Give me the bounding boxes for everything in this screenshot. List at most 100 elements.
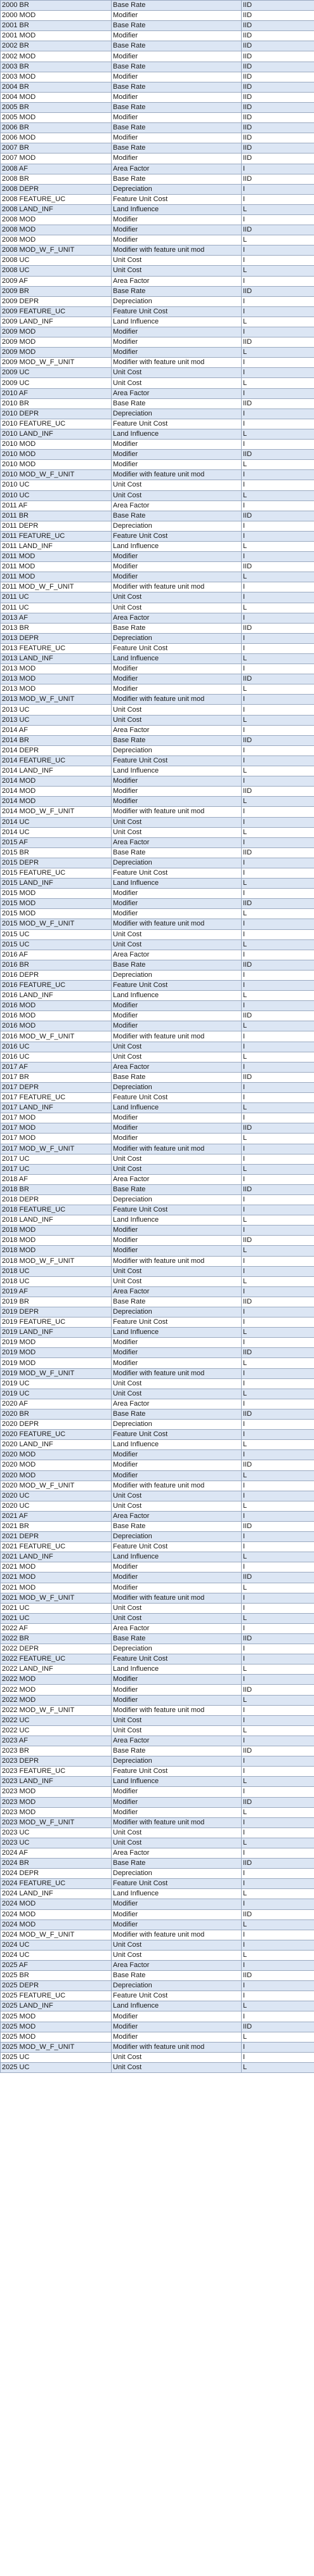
code-cell[interactable]: 2020 DEPR [0, 1419, 112, 1430]
table-row[interactable]: 2016 MOD_W_F_UNIT Modifier with feature u… [0, 1031, 314, 1042]
type-cell[interactable]: I [241, 1817, 314, 1828]
table-row[interactable]: 2004 BR Base Rate IID [0, 81, 314, 93]
table-row[interactable]: 2022 MOD Modifier L [0, 1694, 314, 1706]
description-cell[interactable]: Modifier [111, 664, 242, 675]
code-cell[interactable]: 2001 BR [0, 20, 112, 32]
type-cell[interactable]: L [241, 1245, 314, 1257]
type-cell[interactable]: I [241, 1602, 314, 1614]
type-cell[interactable]: L [241, 1102, 314, 1114]
description-cell[interactable]: Unit Cost [111, 377, 242, 389]
code-cell[interactable]: 2011 LAND_INF [0, 540, 112, 552]
type-cell[interactable]: L [241, 1807, 314, 1818]
table-row[interactable]: 2023 AF Area Factor I [0, 1735, 314, 1747]
description-cell[interactable]: Depreciation [111, 183, 242, 195]
code-cell[interactable]: 2018 BR [0, 1184, 112, 1195]
description-cell[interactable]: Depreciation [111, 745, 242, 756]
description-cell[interactable]: Land Influence [111, 1552, 242, 1563]
description-cell[interactable]: Modifier [111, 1909, 242, 1920]
type-cell[interactable]: I [241, 1265, 314, 1277]
code-cell[interactable]: 2016 MOD [0, 1000, 112, 1012]
code-cell[interactable]: 2014 MOD_W_F_UNIT [0, 806, 112, 818]
table-row[interactable]: 2010 AF Area Factor I [0, 388, 314, 399]
type-cell[interactable]: I [241, 1878, 314, 1890]
table-row[interactable]: 2011 UC Unit Cost L [0, 602, 314, 613]
type-cell[interactable]: I [241, 1061, 314, 1073]
table-row[interactable]: 2010 DEPR Depreciation I [0, 408, 314, 419]
table-row[interactable]: 2017 UC Unit Cost L [0, 1163, 314, 1175]
code-cell[interactable]: 2013 UC [0, 714, 112, 726]
description-cell[interactable]: Modifier with feature unit mod [111, 919, 242, 930]
code-cell[interactable]: 2009 MOD [0, 326, 112, 338]
table-row[interactable]: 2015 BR Base Rate IID [0, 847, 314, 858]
table-row[interactable]: 2018 MOD Modifier L [0, 1245, 314, 1257]
description-cell[interactable]: Depreciation [111, 1644, 242, 1655]
type-cell[interactable]: L [241, 796, 314, 807]
description-cell[interactable]: Modifier with feature unit mod [111, 357, 242, 369]
description-cell[interactable]: Area Factor [111, 275, 242, 287]
type-cell[interactable]: I [241, 1143, 314, 1154]
description-cell[interactable]: Land Influence [111, 1888, 242, 1900]
code-cell[interactable]: 2015 MOD_W_F_UNIT [0, 919, 112, 930]
table-row[interactable]: 2017 MOD_W_F_UNIT Modifier with feature u… [0, 1143, 314, 1154]
code-cell[interactable]: 2021 MOD [0, 1572, 112, 1583]
type-cell[interactable]: IID [241, 122, 314, 134]
code-cell[interactable]: 2011 BR [0, 510, 112, 521]
description-cell[interactable]: Modifier [111, 235, 242, 246]
description-cell[interactable]: Modifier [111, 1674, 242, 1685]
code-cell[interactable]: 2009 MOD_W_F_UNIT [0, 357, 112, 369]
table-row[interactable]: 2008 LAND_INF Land Influence L [0, 204, 314, 215]
type-cell[interactable]: L [241, 1500, 314, 1512]
table-row[interactable]: 2024 MOD Modifier L [0, 1919, 314, 1930]
description-cell[interactable]: Modifier [111, 1113, 242, 1124]
type-cell[interactable]: I [241, 1899, 314, 1910]
type-cell[interactable]: L [241, 347, 314, 358]
table-row[interactable]: 2015 MOD Modifier IID [0, 898, 314, 910]
type-cell[interactable]: IID [241, 91, 314, 103]
code-cell[interactable]: 2013 MOD [0, 684, 112, 695]
type-cell[interactable]: IID [241, 1633, 314, 1645]
code-cell[interactable]: 2021 UC [0, 1602, 112, 1614]
code-cell[interactable]: 2023 UC [0, 1827, 112, 1838]
type-cell[interactable]: I [241, 1317, 314, 1328]
type-cell[interactable]: I [241, 2011, 314, 2022]
description-cell[interactable]: Base Rate [111, 622, 242, 634]
table-row[interactable]: 2024 FEATURE_UC Feature Unit Cost I [0, 1878, 314, 1890]
description-cell[interactable]: Modifier [111, 1572, 242, 1583]
type-cell[interactable]: L [241, 1051, 314, 1062]
table-row[interactable]: 2019 UC Unit Cost I [0, 1378, 314, 1389]
table-row[interactable]: 2022 DEPR Depreciation I [0, 1644, 314, 1655]
description-cell[interactable]: Unit Cost [111, 602, 242, 613]
description-cell[interactable]: Feature Unit Cost [111, 418, 242, 429]
table-row[interactable]: 2013 MOD_W_F_UNIT Modifier with feature u… [0, 694, 314, 705]
description-cell[interactable]: Unit Cost [111, 1051, 242, 1062]
table-row[interactable]: 2022 MOD Modifier IID [0, 1684, 314, 1696]
table-row[interactable]: 2009 DEPR Depreciation I [0, 296, 314, 307]
description-cell[interactable]: Base Rate [111, 1970, 242, 1982]
code-cell[interactable]: 2022 BR [0, 1633, 112, 1645]
code-cell[interactable]: 2020 BR [0, 1408, 112, 1420]
code-cell[interactable]: 2016 LAND_INF [0, 990, 112, 1002]
type-cell[interactable]: L [241, 653, 314, 665]
code-cell[interactable]: 2024 MOD_W_F_UNIT [0, 1929, 112, 1940]
description-cell[interactable]: Depreciation [111, 1194, 242, 1206]
table-row[interactable]: 2023 MOD Modifier L [0, 1807, 314, 1818]
code-cell[interactable]: 2025 BR [0, 1970, 112, 1982]
description-cell[interactable]: Unit Cost [111, 1827, 242, 1838]
table-row[interactable]: 2025 LAND_INF Land Influence L [0, 2001, 314, 2012]
code-cell[interactable]: 2010 BR [0, 398, 112, 409]
description-cell[interactable]: Modifier [111, 449, 242, 461]
code-cell[interactable]: 2011 UC [0, 592, 112, 603]
description-cell[interactable]: Unit Cost [111, 929, 242, 940]
code-cell[interactable]: 2000 MOD [0, 10, 112, 22]
description-cell[interactable]: Area Factor [111, 1174, 242, 1185]
description-cell[interactable]: Feature Unit Cost [111, 979, 242, 991]
table-row[interactable]: 2016 AF Area Factor I [0, 949, 314, 960]
description-cell[interactable]: Unit Cost [111, 2062, 242, 2074]
code-cell[interactable]: 2019 LAND_INF [0, 1327, 112, 1338]
type-cell[interactable]: IID [241, 674, 314, 685]
description-cell[interactable]: Depreciation [111, 520, 242, 532]
table-row[interactable]: 2008 FEATURE_UC Feature Unit Cost I [0, 193, 314, 205]
description-cell[interactable]: Modifier [111, 786, 242, 797]
description-cell[interactable]: Modifier [111, 898, 242, 910]
table-row[interactable]: 2001 BR Base Rate IID [0, 20, 314, 32]
